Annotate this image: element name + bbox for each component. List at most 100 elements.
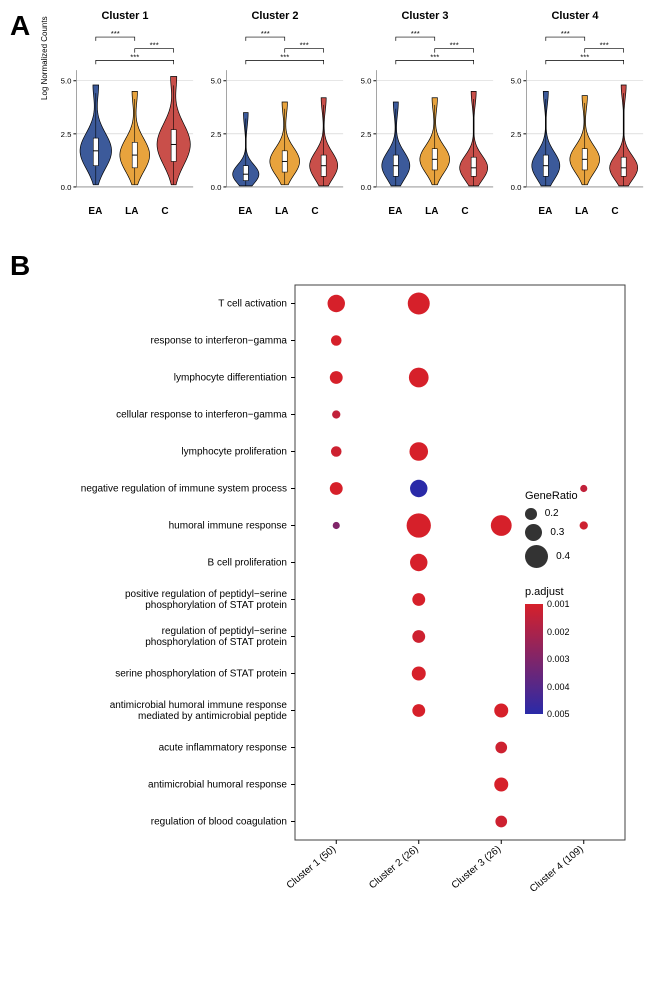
svg-text:0.0: 0.0	[211, 183, 222, 192]
violin-svg: 0.02.55.0*********	[52, 24, 198, 199]
colorbar-tick: 0.003	[547, 654, 570, 664]
svg-text:5.0: 5.0	[511, 77, 522, 86]
svg-text:***: ***	[580, 52, 589, 61]
dotplot-point	[412, 630, 425, 643]
panel-a-label: A	[10, 10, 30, 42]
svg-text:5.0: 5.0	[361, 77, 372, 86]
dotplot-point	[412, 704, 425, 717]
dotplot-point	[331, 335, 342, 346]
legend-circle	[525, 524, 542, 541]
violin-plot: Cluster 30.02.55.0*********EALAC	[352, 10, 498, 230]
svg-text:***: ***	[130, 52, 139, 61]
dotplot-point	[491, 515, 512, 536]
svg-text:antimicrobial humoral immune r: antimicrobial humoral immune response	[110, 700, 288, 711]
svg-text:0.0: 0.0	[511, 183, 522, 192]
violin-x-label: LA	[575, 206, 588, 217]
panel-a: A Log Normalized Counts Cluster 10.02.55…	[10, 10, 658, 230]
svg-text:T cell activation: T cell activation	[218, 299, 287, 310]
dotplot-point	[332, 410, 340, 418]
violin-x-label: EA	[388, 206, 402, 217]
svg-text:***: ***	[261, 29, 270, 38]
svg-text:2.5: 2.5	[211, 130, 222, 139]
violin-plot: Cluster 10.02.55.0*********EALAC	[52, 10, 198, 230]
svg-text:lymphocyte proliferation: lymphocyte proliferation	[181, 447, 287, 458]
dotplot-point	[408, 293, 430, 315]
legend-item: 0.2	[525, 508, 620, 520]
colorbar: 0.0010.0020.0030.0040.005	[525, 604, 543, 714]
svg-text:2.5: 2.5	[511, 130, 522, 139]
svg-text:***: ***	[430, 52, 439, 61]
violin-plot: Cluster 20.02.55.0*********EALAC	[202, 10, 348, 230]
svg-text:Cluster 1 (50): Cluster 1 (50)	[285, 844, 338, 891]
svg-text:response to interferon−gamma: response to interferon−gamma	[151, 336, 288, 347]
svg-text:Cluster 2 (26): Cluster 2 (26)	[367, 844, 420, 891]
svg-text:***: ***	[300, 41, 309, 50]
dotplot-point	[495, 816, 507, 828]
svg-text:phosphorylation of STAT protei: phosphorylation of STAT protein	[145, 600, 287, 611]
legend-item: 0.3	[525, 524, 620, 541]
dotplot-legend: GeneRatio 0.20.30.4 p.adjust 0.0010.0020…	[525, 490, 620, 720]
svg-text:***: ***	[450, 41, 459, 50]
violin-plot: Cluster 40.02.55.0*********EALAC	[502, 10, 648, 230]
dotplot-point	[409, 442, 428, 461]
svg-text:positive regulation of peptidy: positive regulation of peptidyl−serine	[125, 589, 287, 600]
violin-x-label: C	[611, 206, 618, 217]
violin-x-label: LA	[125, 206, 138, 217]
panel-b: B T cell activationresponse to interfero…	[10, 250, 658, 950]
svg-text:antimicrobial humoral response: antimicrobial humoral response	[148, 780, 287, 791]
violin-x-labels: EALAC	[202, 204, 348, 217]
dotplot-point	[494, 778, 508, 792]
dotplot-point	[330, 482, 343, 495]
svg-text:serine phosphorylation of STAT: serine phosphorylation of STAT protein	[115, 669, 287, 680]
violin-row: Cluster 10.02.55.0*********EALACCluster …	[50, 10, 650, 230]
dotplot-point	[331, 446, 342, 457]
svg-text:B cell proliferation: B cell proliferation	[208, 558, 287, 569]
violin-svg: 0.02.55.0*********	[352, 24, 498, 199]
violin-svg: 0.0 2.5 5.0 *** *** ***	[202, 24, 348, 199]
violin-x-label: EA	[538, 206, 552, 217]
dotplot-point	[412, 667, 426, 681]
violin-x-labels: EA LA C	[502, 204, 648, 217]
violin-x-label: LA	[425, 206, 438, 217]
violin-x-labels: EALAC	[52, 204, 198, 217]
svg-text:acute inflammatory response: acute inflammatory response	[159, 743, 288, 754]
svg-text:5.0: 5.0	[211, 77, 222, 86]
dotplot-point	[410, 480, 427, 497]
svg-text:0.0: 0.0	[361, 183, 372, 192]
violin-title: Cluster 2	[202, 10, 348, 22]
figure-container: A Log Normalized Counts Cluster 10.02.55…	[10, 10, 658, 950]
dotplot-point	[410, 554, 427, 571]
dotplot-point	[495, 742, 507, 754]
dotplot-point	[333, 522, 340, 529]
svg-text:***: ***	[150, 41, 159, 50]
legend-value: 0.3	[550, 527, 564, 538]
colorbar-tick: 0.005	[547, 709, 570, 719]
dotplot-point	[494, 704, 508, 718]
colorbar-tick: 0.001	[547, 599, 570, 609]
dotplot-container: T cell activation response to interferon−…	[60, 280, 620, 940]
violin-x-label: EA	[238, 206, 252, 217]
violin-x-label: LA	[275, 206, 288, 217]
dotplot-point	[330, 371, 343, 384]
svg-text:lymphocyte differentiation: lymphocyte differentiation	[174, 373, 287, 384]
dotplot-point	[407, 513, 431, 537]
dotplot-point	[412, 593, 425, 606]
violin-x-label: C	[461, 206, 468, 217]
colorbar-tick: 0.002	[547, 627, 570, 637]
legend-item: 0.4	[525, 545, 620, 568]
legend-gene-ratio-title: GeneRatio	[525, 490, 620, 502]
legend-padjust-title: p.adjust	[525, 586, 620, 598]
legend-gene-ratio-items: 0.2 0.3 0.4	[525, 508, 620, 568]
svg-text:***: ***	[561, 29, 570, 38]
svg-text:5.0: 5.0	[61, 77, 72, 86]
svg-text:***: ***	[280, 52, 289, 61]
svg-text:mediated by antimicrobial pept: mediated by antimicrobial peptide	[138, 711, 287, 722]
svg-text:regulation of peptidyl−serine: regulation of peptidyl−serine	[162, 626, 288, 637]
legend-value: 0.2	[545, 508, 559, 519]
dotplot-point	[328, 295, 345, 312]
dotplot-point	[409, 368, 429, 388]
legend-circle	[525, 508, 537, 520]
svg-text:2.5: 2.5	[361, 130, 372, 139]
violin-x-labels: EA LA C	[352, 204, 498, 217]
legend-value: 0.4	[556, 551, 570, 562]
